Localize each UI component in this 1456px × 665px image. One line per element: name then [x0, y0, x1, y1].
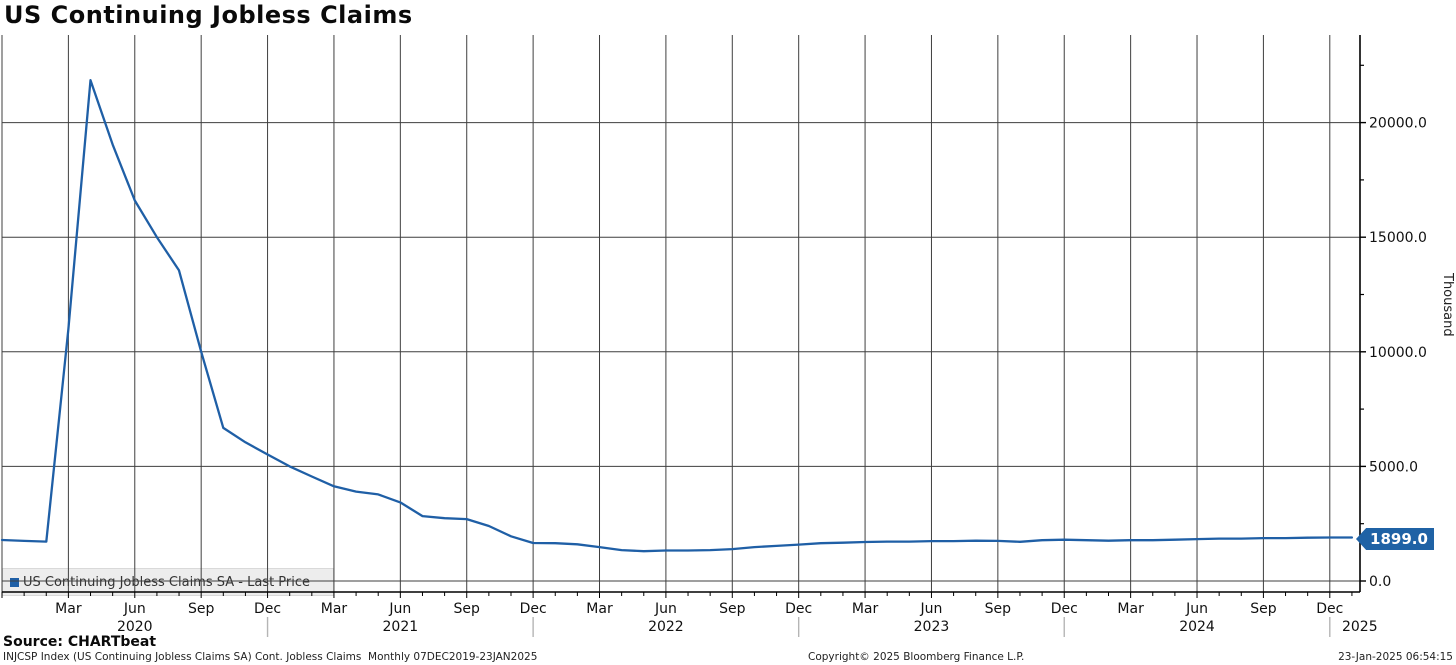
svg-text:Sep: Sep	[719, 601, 746, 617]
footer-timestamp: 23-Jan-2025 06:54:15	[1338, 651, 1453, 663]
svg-text:Mar: Mar	[852, 601, 879, 617]
svg-text:10000.0: 10000.0	[1369, 345, 1427, 361]
legend[interactable]: US Continuing Jobless Claims SA - Last P…	[2, 568, 334, 596]
svg-text:Dec: Dec	[254, 601, 281, 617]
footer-copyright: Copyright© 2025 Bloomberg Finance L.P.	[808, 651, 1025, 663]
legend-swatch-icon	[10, 577, 19, 587]
y-axis-unit-label: Thousand	[1440, 273, 1455, 337]
svg-text:2025: 2025	[1342, 619, 1378, 635]
svg-text:Jun: Jun	[1185, 601, 1208, 617]
footer-security-info: INJCSP Index (US Continuing Jobless Clai…	[3, 651, 538, 663]
svg-text:Dec: Dec	[785, 601, 812, 617]
svg-text:2022: 2022	[648, 619, 684, 635]
source-label: Source: CHARTbeat	[3, 634, 157, 650]
svg-text:Mar: Mar	[586, 601, 613, 617]
svg-text:20000.0: 20000.0	[1369, 116, 1427, 132]
svg-text:Dec: Dec	[520, 601, 547, 617]
svg-text:Sep: Sep	[985, 601, 1012, 617]
svg-text:0.0: 0.0	[1369, 574, 1391, 590]
svg-text:2024: 2024	[1179, 619, 1215, 635]
svg-text:Mar: Mar	[321, 601, 348, 617]
svg-text:Sep: Sep	[188, 601, 215, 617]
svg-text:5000.0: 5000.0	[1369, 459, 1418, 475]
svg-text:2020: 2020	[117, 619, 153, 635]
svg-text:Mar: Mar	[1117, 601, 1144, 617]
svg-text:Sep: Sep	[454, 601, 481, 617]
legend-label: US Continuing Jobless Claims SA - Last P…	[23, 574, 311, 590]
svg-text:Jun: Jun	[123, 601, 146, 617]
svg-text:2023: 2023	[914, 619, 950, 635]
last-price-flag: 1899.0	[1356, 527, 1434, 551]
svg-text:Sep: Sep	[1250, 601, 1277, 617]
svg-text:2021: 2021	[383, 619, 419, 635]
svg-text:Jun: Jun	[654, 601, 677, 617]
svg-text:Jun: Jun	[920, 601, 943, 617]
svg-text:Dec: Dec	[1316, 601, 1343, 617]
chart-title: US Continuing Jobless Claims	[4, 1, 413, 29]
svg-text:Jun: Jun	[388, 601, 411, 617]
svg-text:Mar: Mar	[55, 601, 82, 617]
svg-text:15000.0: 15000.0	[1369, 230, 1427, 246]
svg-text:Dec: Dec	[1051, 601, 1078, 617]
